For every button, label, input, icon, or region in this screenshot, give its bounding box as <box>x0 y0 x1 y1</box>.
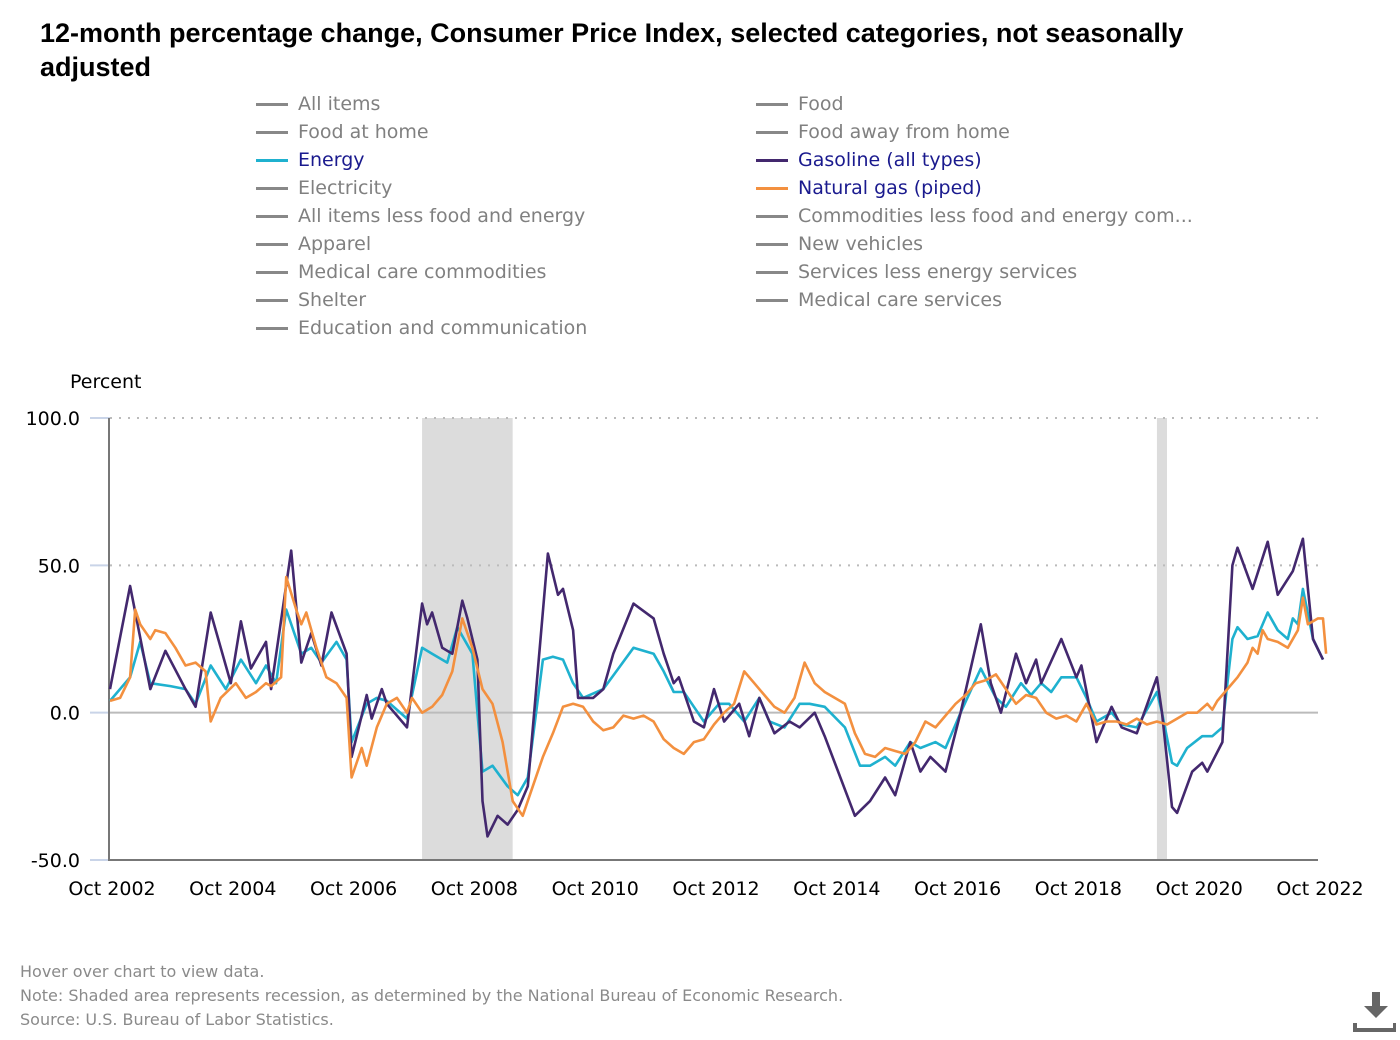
download-button[interactable] <box>1352 990 1397 1034</box>
legend-swatch <box>756 102 788 106</box>
legend-item[interactable]: Natural gas (piped) <box>756 174 982 202</box>
legend-item[interactable]: Food away from home <box>756 118 1010 146</box>
legend-swatch <box>756 186 788 190</box>
legend-swatch <box>256 270 288 274</box>
legend-swatch <box>256 326 288 330</box>
legend-item[interactable]: All items <box>256 90 380 118</box>
legend-swatch <box>256 158 288 162</box>
legend-item[interactable]: Medical care services <box>756 286 1002 314</box>
legend-swatch <box>256 214 288 218</box>
legend-label: Commodities less food and energy com... <box>798 205 1193 227</box>
legend-label: Gasoline (all types) <box>798 149 982 171</box>
legend-swatch <box>256 298 288 302</box>
legend-item[interactable]: Medical care commodities <box>256 258 546 286</box>
legend-label: Energy <box>298 149 365 171</box>
legend-label: Education and communication <box>298 317 588 339</box>
legend-item[interactable]: Education and communication <box>256 314 587 342</box>
x-tick-label: Oct 2020 <box>1156 878 1243 900</box>
y-tick-label: 50.0 <box>38 555 80 577</box>
x-tick-label: Oct 2010 <box>552 878 639 900</box>
series-line-gasoline-all-types <box>108 537 1325 838</box>
x-tick-label: Oct 2022 <box>1276 878 1363 900</box>
legend-swatch <box>756 214 788 218</box>
legend-label: New vehicles <box>798 233 924 255</box>
y-axis-label: Percent <box>70 371 142 393</box>
legend-item[interactable]: Food <box>756 90 844 118</box>
y-tick-label: 100.0 <box>26 408 80 430</box>
download-icon <box>1353 992 1397 1032</box>
legend-item[interactable]: Food at home <box>256 118 429 146</box>
legend-label: Food <box>798 93 844 115</box>
legend-swatch <box>256 242 288 246</box>
x-tick-label: Oct 2014 <box>793 878 880 900</box>
x-tick-label: Oct 2006 <box>310 878 397 900</box>
x-tick-label: Oct 2004 <box>189 878 276 900</box>
legend-item[interactable]: All items less food and energy <box>256 202 585 230</box>
legend-item[interactable]: Electricity <box>256 174 392 202</box>
legend-swatch <box>256 186 288 190</box>
legend-label: Natural gas (piped) <box>798 177 982 199</box>
legend-swatch <box>756 298 788 302</box>
legend-item[interactable]: Apparel <box>256 230 371 258</box>
legend-label: All items less food and energy <box>298 205 586 227</box>
legend-item[interactable]: Energy <box>256 146 365 174</box>
x-tick-label: Oct 2002 <box>68 878 155 900</box>
legend-swatch <box>756 242 788 246</box>
legend-label: Medical care services <box>798 289 1002 311</box>
legend-label: Food away from home <box>798 121 1010 143</box>
legend-item[interactable]: Commodities less food and energy com... <box>756 202 1193 230</box>
legend-swatch <box>256 102 288 106</box>
legend-label: Food at home <box>298 121 429 143</box>
x-tick-label: Oct 2008 <box>431 878 518 900</box>
legend-swatch <box>756 270 788 274</box>
x-tick-label: Oct 2016 <box>914 878 1001 900</box>
legend-label: Medical care commodities <box>298 261 547 283</box>
legend-swatch <box>256 130 288 134</box>
legend-label: All items <box>298 93 381 115</box>
legend-item[interactable]: New vehicles <box>756 230 923 258</box>
legend-item[interactable]: Gasoline (all types) <box>756 146 982 174</box>
recession-shade <box>422 418 513 860</box>
series-line-energy <box>109 587 1325 797</box>
x-tick-label: Oct 2012 <box>672 878 759 900</box>
chart-plot[interactable]: Percent 100.0 50.0 0.0 -50.0 Oct 2002 Oct 2004… <box>0 360 1400 920</box>
chart-title: 12-month percentage change, Consumer Pri… <box>40 18 1184 82</box>
legend-label: Shelter <box>298 289 367 311</box>
legend-item[interactable]: Services less energy services <box>756 258 1077 286</box>
hover-hint: Hover over chart to view data. <box>20 962 265 981</box>
legend-label: Electricity <box>298 177 393 199</box>
source-note: Source: U.S. Bureau of Labor Statistics. <box>20 1010 334 1029</box>
legend-item[interactable]: Shelter <box>256 286 366 314</box>
legend-swatch <box>756 158 788 162</box>
recession-shade <box>1156 418 1167 860</box>
x-tick-label: Oct 2018 <box>1035 878 1122 900</box>
legend-label: Apparel <box>298 233 372 255</box>
legend-swatch <box>756 130 788 134</box>
y-tick-label: 0.0 <box>50 703 80 725</box>
y-tick-label: -50.0 <box>31 850 80 872</box>
series-line-natural-gas-piped <box>109 575 1328 818</box>
legend-label: Services less energy services <box>798 261 1078 283</box>
recession-note: Note: Shaded area represents recession, … <box>20 986 844 1005</box>
